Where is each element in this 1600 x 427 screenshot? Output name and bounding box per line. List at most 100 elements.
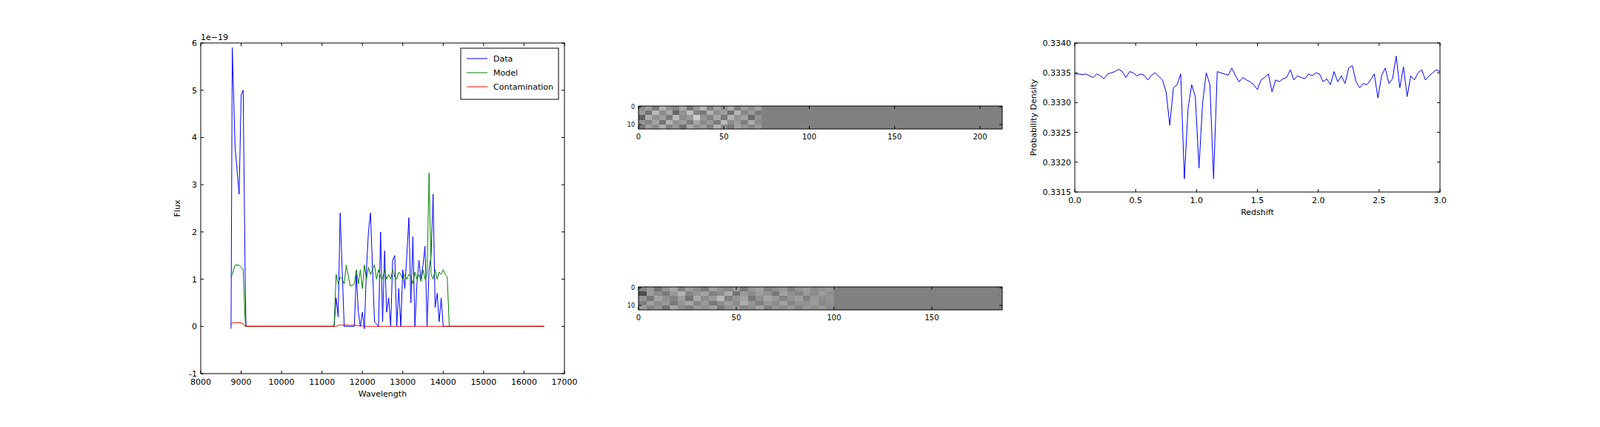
x-tick-top — [482, 42, 484, 46]
y-tick — [200, 231, 204, 232]
x-tick — [833, 306, 835, 310]
heatmap-cell — [700, 305, 709, 310]
heatmap-cell — [794, 305, 803, 310]
heatmap-cell — [665, 114, 673, 120]
panel-0: 8000900010000110001200013000140001500016… — [172, 32, 578, 399]
heatmap-cell — [834, 305, 1003, 310]
x-tick-top — [1378, 42, 1380, 46]
heatmap-cell — [802, 305, 812, 310]
heatmap-cell — [802, 300, 812, 306]
heatmap-cell — [727, 124, 735, 129]
y-axis-label: Flux — [172, 199, 183, 217]
heatmap-cell — [706, 114, 714, 120]
heatmap-cell — [754, 110, 762, 115]
heatmap-cell — [720, 110, 728, 115]
heatmap-cell — [700, 295, 709, 300]
y-tick-label: 4 — [191, 132, 198, 143]
heatmap-cell — [794, 286, 803, 292]
heatmap-cell — [748, 105, 755, 111]
y-tick-right — [999, 305, 1003, 306]
x-tick-label: 150 — [924, 313, 939, 322]
heatmap-cell — [646, 286, 655, 292]
y-tick-label: 10 — [627, 302, 635, 309]
heatmap-cell — [779, 305, 788, 310]
legend: DataModelContamination — [460, 48, 559, 100]
heatmap-cell — [662, 305, 671, 310]
heatmap-cell — [779, 300, 788, 306]
heatmap-cell — [638, 105, 646, 111]
y-tick-right — [999, 106, 1003, 108]
heatmap-cell — [693, 120, 700, 125]
heatmap-cell — [654, 291, 663, 296]
heatmap-cell — [734, 110, 741, 115]
heatmap-cell — [818, 286, 827, 292]
heatmap-cell — [802, 286, 812, 292]
legend-label: Contamination — [493, 82, 554, 92]
heatmap-cell — [754, 105, 762, 111]
heatmap-cell — [713, 124, 720, 129]
y-tick — [638, 124, 642, 126]
y-tick-label: 2 — [191, 227, 198, 238]
heatmap-cell — [651, 124, 659, 129]
heatmap-cell — [646, 295, 655, 300]
heatmap-cell — [754, 120, 762, 125]
heatmap-cell — [677, 295, 686, 300]
heatmap-cell — [740, 286, 749, 292]
x-tick-label: 9000 — [231, 377, 252, 387]
y-tick-label: 0 — [631, 284, 635, 292]
heatmap-cell — [763, 300, 772, 306]
x-tick-label: 17000 — [551, 377, 578, 387]
x-tick-label: 15000 — [470, 377, 497, 387]
heatmap-cell — [686, 105, 694, 111]
legend-swatch — [466, 72, 488, 74]
heatmap-cell — [717, 300, 726, 306]
y-tick — [1074, 161, 1078, 163]
heatmap-cell — [638, 124, 646, 129]
heatmap-cell — [693, 300, 702, 306]
heatmap-cell — [708, 295, 718, 300]
x-tick-top — [808, 105, 810, 109]
x-tick — [735, 306, 737, 310]
x-tick-top — [240, 42, 242, 46]
heatmap-cell — [771, 295, 780, 300]
heatmap-cell — [825, 300, 835, 306]
heatmap-cell — [787, 300, 796, 306]
heatmap-cell — [740, 305, 749, 310]
y-tick — [1074, 42, 1078, 44]
heatmap-cell — [693, 295, 702, 300]
y-tick-right — [1437, 72, 1440, 74]
x-tick-top — [1257, 42, 1258, 46]
heatmap-cell — [700, 114, 707, 120]
y-tick — [200, 42, 204, 44]
x-tick — [240, 370, 242, 374]
legend-swatch — [466, 86, 488, 88]
y-tick — [1074, 102, 1078, 103]
heatmap-cell — [672, 124, 680, 129]
heatmap-cell — [700, 124, 707, 129]
heatmap-cell — [720, 120, 728, 125]
heatmap-cell — [834, 291, 1003, 296]
y-tick-right — [561, 89, 565, 91]
heatmap-cell — [717, 295, 726, 300]
heatmap-cell — [645, 105, 652, 111]
heatmap-cell — [810, 305, 819, 310]
plot-area — [1074, 56, 1440, 180]
y-tick-label: 0.3335 — [1042, 68, 1072, 78]
y-tick — [200, 278, 204, 280]
heatmap-cell — [659, 105, 666, 111]
heatmap-cell — [706, 124, 714, 129]
heatmap-cell — [646, 291, 655, 296]
heatmap-cell — [810, 295, 819, 300]
heatmap-cell — [669, 291, 678, 296]
heatmap-cell — [713, 114, 720, 120]
heatmap-cell — [748, 300, 757, 306]
heatmap-cell — [654, 286, 663, 292]
x-tick — [321, 370, 323, 374]
heatmap-cell — [748, 286, 757, 292]
x-tick-top — [523, 42, 525, 46]
x-tick-top — [442, 42, 444, 46]
x-tick-top — [321, 42, 323, 46]
x-tick-top — [1135, 42, 1137, 46]
heatmap-cell — [825, 291, 835, 296]
heatmap-cell — [654, 305, 663, 310]
